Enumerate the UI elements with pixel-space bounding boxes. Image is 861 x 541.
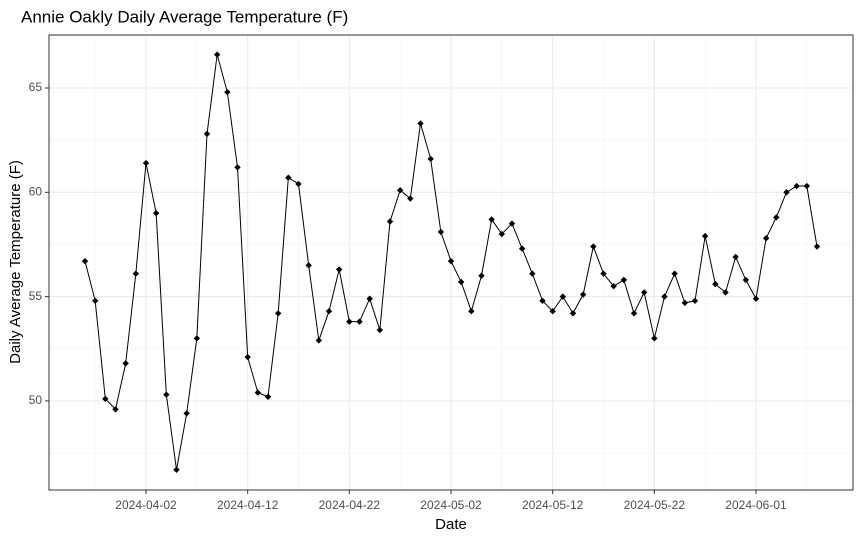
point — [224, 88, 231, 96]
point — [610, 282, 617, 290]
point — [274, 310, 282, 317]
point — [193, 335, 201, 342]
point — [396, 187, 404, 194]
point — [305, 262, 312, 269]
point — [91, 297, 99, 304]
point — [203, 130, 211, 138]
y-tick-label: 55 — [29, 289, 43, 303]
y-tick-label: 65 — [29, 80, 43, 94]
point — [213, 51, 221, 58]
point — [793, 182, 800, 190]
x-tick-label: 2024-05-22 — [624, 498, 686, 512]
point — [356, 318, 363, 325]
point — [518, 245, 526, 252]
point — [142, 159, 150, 167]
point — [559, 293, 567, 300]
point — [163, 391, 170, 398]
point — [803, 182, 811, 190]
point — [752, 295, 760, 302]
point — [457, 278, 465, 286]
point — [173, 466, 180, 473]
point — [773, 214, 780, 221]
point — [468, 308, 475, 315]
point — [529, 270, 536, 277]
y-tick-label: 50 — [29, 393, 43, 407]
point — [640, 289, 648, 296]
x-tick-label: 2024-06-01 — [725, 498, 787, 512]
point — [478, 272, 485, 279]
point — [122, 360, 129, 367]
y-axis-label: Daily Average Temperature (F) — [7, 160, 24, 364]
point — [234, 164, 241, 171]
point — [488, 216, 495, 223]
point — [579, 291, 587, 298]
point — [112, 406, 119, 413]
point — [712, 280, 719, 288]
point — [386, 218, 394, 225]
point — [346, 318, 353, 325]
x-tick-label: 2024-04-22 — [319, 498, 381, 512]
point — [264, 393, 272, 400]
x-tick-label: 2024-04-02 — [115, 498, 177, 512]
point — [549, 308, 556, 315]
x-tick-label: 2024-05-02 — [420, 498, 482, 512]
point — [651, 335, 658, 342]
point — [701, 232, 709, 240]
y-tick-label: 60 — [29, 184, 43, 198]
point — [590, 243, 597, 250]
point — [691, 297, 699, 304]
point — [183, 410, 190, 417]
point — [498, 230, 506, 238]
chart-title: Annie Oakly Daily Average Temperature (F… — [21, 7, 348, 26]
point — [732, 253, 739, 261]
point — [417, 120, 424, 127]
x-tick-label: 2024-04-12 — [217, 498, 279, 512]
point — [335, 266, 343, 273]
point — [569, 310, 577, 317]
point — [325, 308, 333, 315]
point — [366, 295, 373, 302]
point — [244, 353, 251, 361]
point — [742, 276, 750, 284]
point — [681, 299, 689, 307]
point — [132, 270, 140, 277]
point — [661, 293, 668, 300]
point — [447, 257, 455, 265]
point — [81, 257, 89, 265]
point — [407, 195, 414, 202]
point — [722, 289, 729, 296]
point — [285, 174, 292, 181]
point — [437, 228, 445, 236]
point — [813, 243, 821, 250]
point — [620, 276, 628, 284]
point — [600, 270, 607, 277]
point — [508, 220, 516, 227]
point — [783, 189, 790, 196]
point — [762, 234, 770, 242]
point — [295, 180, 302, 188]
point — [539, 297, 546, 304]
x-tick-label: 2024-05-12 — [522, 498, 584, 512]
point — [427, 155, 434, 163]
x-axis-label: Date — [435, 516, 467, 533]
point — [152, 209, 160, 217]
plot-border — [48, 34, 854, 491]
point — [315, 337, 323, 344]
point — [671, 270, 678, 277]
point — [254, 389, 262, 396]
point — [102, 395, 109, 403]
point — [376, 326, 384, 334]
point — [630, 310, 638, 317]
